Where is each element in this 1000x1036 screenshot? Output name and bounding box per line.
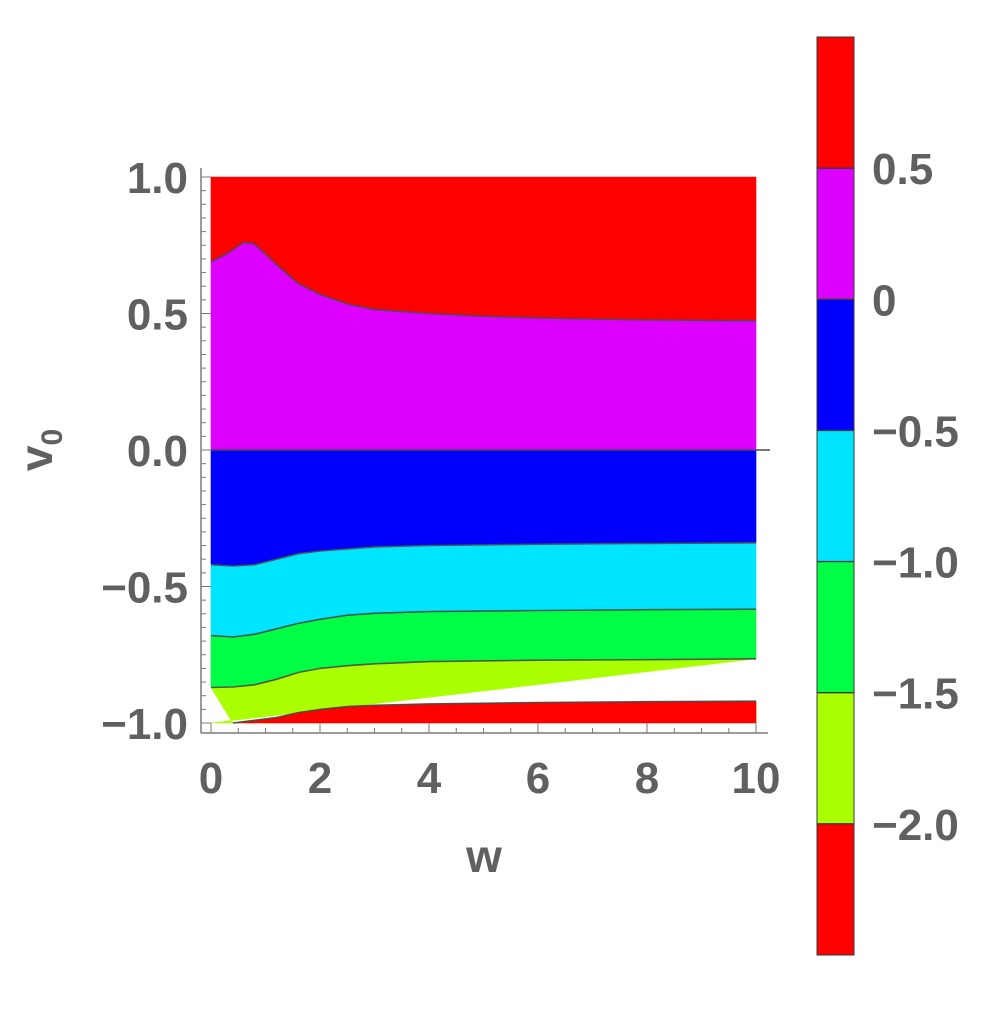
colorbar-label: −1.0 [872, 539, 959, 588]
colorbar-frame [816, 36, 855, 956]
axes: 0 2 4 6 8 10 1.0 0.5 0.0 −0.5 −1.0 [101, 154, 780, 803]
x-tick-label: 10 [732, 754, 781, 803]
colorbar-segment [816, 36, 855, 169]
plot-region [210, 176, 770, 724]
x-tick-label: 4 [417, 754, 442, 803]
contour-line-minus1 [210, 608, 757, 638]
y-tick-label: −0.5 [101, 564, 188, 613]
contour-line-minus0.5 [210, 542, 757, 567]
y-tick-label: 1.0 [127, 154, 188, 203]
y-tick-label: 0.0 [127, 427, 188, 476]
colorbar: 0.5 0 −0.5 −1.0 −1.5 −2.0 [816, 36, 959, 956]
colorbar-segment [816, 692, 855, 825]
colorbar-segment [816, 299, 855, 431]
contour-line-0.5 [210, 241, 757, 322]
colorbar-label: −1.5 [872, 670, 959, 719]
x-tick-label: 8 [635, 754, 659, 803]
colorbar-segment [816, 430, 855, 562]
y-axis-title-base: v [10, 445, 62, 471]
colorbar-label: 0.5 [872, 145, 933, 194]
y-tick-label: 0.5 [127, 291, 188, 340]
y-axis-title: v0 [10, 429, 69, 471]
colorbar-label: −2.0 [872, 801, 959, 850]
y-axis-title-subscript: 0 [36, 429, 69, 446]
colorbar-segment [816, 561, 855, 693]
colorbar-segment [816, 823, 855, 956]
y-tick-label: −1.0 [101, 700, 188, 749]
colorbar-segment [816, 167, 855, 300]
x-tick-label: 0 [199, 754, 223, 803]
x-tick-label: 6 [526, 754, 550, 803]
colorbar-label: 0 [872, 276, 896, 325]
colorbar-label: −0.5 [872, 407, 959, 456]
x-tick-label: 2 [308, 754, 332, 803]
contour-line-minus2 [232, 700, 757, 724]
x-axis-title: w [465, 830, 502, 882]
contour-line-minus1.5 [210, 658, 757, 689]
